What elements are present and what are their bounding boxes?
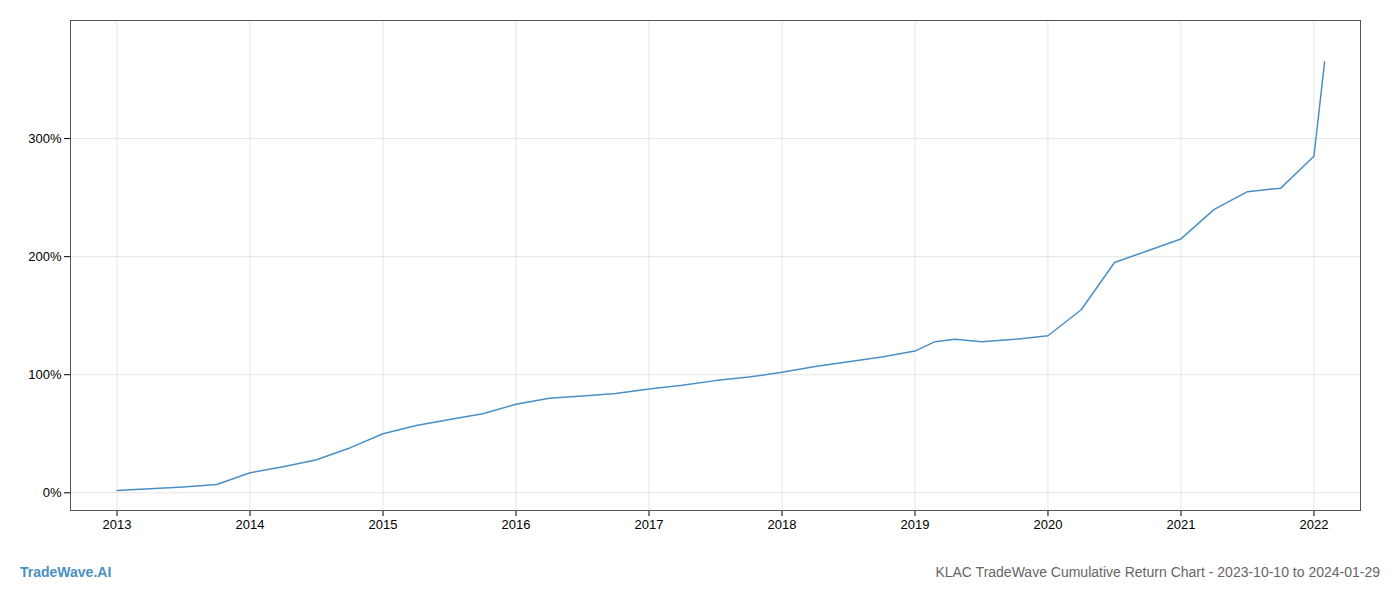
svg-text:2022: 2022 (1299, 517, 1328, 532)
svg-text:2019: 2019 (901, 517, 930, 532)
svg-text:300%: 300% (28, 131, 62, 146)
svg-text:2014: 2014 (236, 517, 265, 532)
svg-text:100%: 100% (28, 367, 62, 382)
svg-text:2013: 2013 (103, 517, 132, 532)
svg-text:2021: 2021 (1167, 517, 1196, 532)
svg-text:200%: 200% (28, 249, 62, 264)
svg-text:2016: 2016 (502, 517, 531, 532)
svg-text:2020: 2020 (1034, 517, 1063, 532)
svg-text:2017: 2017 (635, 517, 664, 532)
html-text:TradeWave.AI: TradeWave.AI (20, 564, 112, 580)
svg-text:2015: 2015 (369, 517, 398, 532)
svg-text:2018: 2018 (768, 517, 797, 532)
html-text:KLAC TradeWave Cumulative Retu: KLAC TradeWave Cumulative Return Chart -… (935, 564, 1380, 580)
svg-text:0%: 0% (43, 485, 62, 500)
